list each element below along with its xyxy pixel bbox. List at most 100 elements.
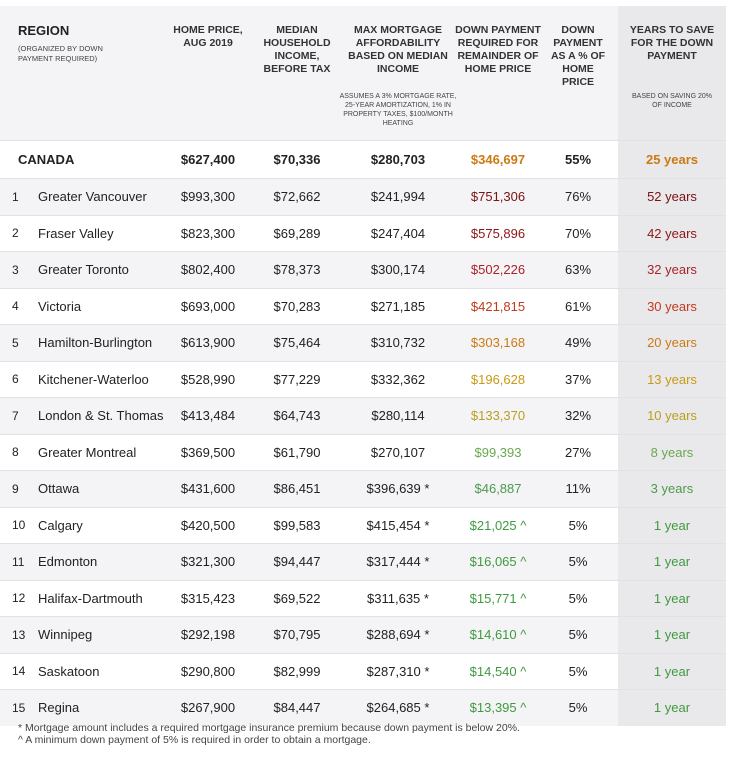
- median-income: $78,373: [273, 262, 321, 278]
- table-row: 4 Victoria $693,000 $70,283 $271,185 $421,815…: [0, 287, 726, 324]
- region-heading: REGION: [18, 23, 70, 38]
- home-price: $292,198: [180, 627, 236, 643]
- table-row: 2 Fraser Valley $823,300 $69,289 $247,404 $57…: [0, 214, 726, 251]
- years-column-shade: [618, 252, 726, 288]
- region-rank: 7: [12, 408, 19, 423]
- home-price: $693,000: [180, 298, 236, 314]
- footnotes: * Mortgage amount includes a required mo…: [18, 722, 520, 746]
- max-mortgage: $287,310 *: [366, 663, 430, 679]
- region-rank: 15: [12, 700, 26, 715]
- median-income: $75,464: [273, 335, 321, 351]
- max-mortgage: $317,444 *: [366, 554, 430, 570]
- years-column-shade: [618, 471, 726, 507]
- region-name: Halifax-Dartmouth: [38, 590, 143, 606]
- years-to-save: 1 year: [653, 663, 691, 679]
- down-percent: 27%: [564, 444, 592, 460]
- years-column-shade: [618, 179, 726, 215]
- region-rank: 6: [12, 372, 19, 387]
- down-payment-footnote: ^ A minimum down payment of 5% is requir…: [18, 734, 371, 746]
- median-income: $72,662: [273, 189, 321, 205]
- table-row: 1 Greater Vancouver $993,300 $72,662 $241,99…: [0, 178, 726, 215]
- mortgage-heading: MAX MORTGAGE AFFORDABILITY BASED ON MEDI…: [348, 24, 448, 75]
- years-column-shade: [618, 215, 726, 251]
- region-rank: 9: [12, 481, 19, 496]
- years-to-save: 42 years: [647, 225, 697, 241]
- table-row: 9 Ottawa $431,600 $86,451 $396,639 * $46,887 1…: [0, 470, 726, 507]
- down-payment: $21,025 ^: [469, 517, 527, 533]
- mortgage-assumptions-note: ASSUMES A 3% MORTGAGE RATE, 25-YEAR AMOR…: [339, 93, 457, 127]
- years-to-save: 20 years: [647, 335, 697, 351]
- table-row: 11 Edmonton $321,300 $94,447 $317,444 * $16,0…: [0, 543, 726, 580]
- region-name: Hamilton-Burlington: [38, 335, 153, 351]
- down-percent: 5%: [568, 700, 588, 716]
- max-mortgage: $247,404: [370, 225, 426, 241]
- years-to-save: 1 year: [653, 700, 691, 716]
- mortgage-footnote: * Mortgage amount includes a required mo…: [18, 722, 520, 734]
- median-income: $70,283: [273, 298, 321, 314]
- years-heading: YEARS TO SAVE FOR THE DOWN PAYMENT: [629, 24, 715, 62]
- down-payment: $421,815: [470, 298, 526, 314]
- max-mortgage: $332,362: [370, 371, 426, 387]
- max-mortgage: $396,639 *: [366, 481, 430, 497]
- max-mortgage: $264,685 *: [366, 700, 430, 716]
- years-to-save: 10 years: [647, 408, 697, 424]
- max-mortgage: $310,732: [370, 335, 426, 351]
- median-income: $77,229: [273, 371, 321, 387]
- income-heading: MEDIAN HOUSEHOLD INCOME, BEFORE TAX: [263, 24, 331, 75]
- down-percent: 63%: [564, 262, 592, 278]
- region-rank: 4: [12, 299, 19, 314]
- years-column-shade: [618, 544, 726, 580]
- region-rank: 12: [12, 591, 26, 606]
- table-row: 5 Hamilton-Burlington $613,900 $75,464 $310,…: [0, 324, 726, 361]
- down-percent: 32%: [564, 408, 592, 424]
- median-income: $86,451: [273, 481, 321, 497]
- table-header: REGION (ORGANIZED BY DOWN PAYMENT REQUIR…: [0, 6, 726, 140]
- region-name: Regina: [38, 700, 80, 716]
- home-price: $369,500: [180, 444, 236, 460]
- region-name: Fraser Valley: [38, 225, 114, 241]
- region-rank: 14: [12, 664, 26, 679]
- max-mortgage: $280,703: [370, 152, 426, 167]
- years-to-save: 1 year: [653, 554, 691, 570]
- home-price: $290,800: [180, 663, 236, 679]
- years-column-shade: [618, 398, 726, 434]
- home-price: $267,900: [180, 700, 236, 716]
- max-mortgage: $271,185: [370, 298, 426, 314]
- affordability-table: REGION (ORGANIZED BY DOWN PAYMENT REQUIR…: [0, 6, 726, 726]
- median-income: $99,583: [273, 517, 321, 533]
- down-percent: 49%: [564, 335, 592, 351]
- region-subheading: (ORGANIZED BY DOWN PAYMENT REQUIRED): [18, 44, 103, 63]
- down-payment: $13,395 ^: [469, 700, 527, 716]
- region-name: Ottawa: [38, 481, 80, 497]
- down-payment: $196,628: [470, 371, 526, 387]
- home-price-heading: HOME PRICE, AUG 2019: [173, 24, 243, 49]
- max-mortgage: $415,454 *: [366, 517, 430, 533]
- region-rank: 8: [12, 445, 19, 460]
- region-name: Kitchener-Waterloo: [38, 371, 149, 387]
- years-to-save: 3 years: [650, 481, 694, 497]
- table-row: 12 Halifax-Dartmouth $315,423 $69,522 $311,6…: [0, 579, 726, 616]
- years-column-shade: [618, 141, 726, 178]
- down-percent: 5%: [568, 554, 588, 570]
- years-column-shade: [618, 325, 726, 361]
- region-rank: 3: [12, 262, 19, 277]
- down-percent: 76%: [564, 189, 592, 205]
- home-price: $315,423: [180, 590, 236, 606]
- years-column-shade: [618, 361, 726, 397]
- region-rank: 13: [12, 627, 26, 642]
- down-payment: $303,168: [470, 335, 526, 351]
- down-payment: $575,896: [470, 225, 526, 241]
- median-income: $61,790: [273, 444, 321, 460]
- years-to-save: 30 years: [647, 298, 697, 314]
- region-rank: 1: [12, 189, 19, 204]
- down-percent: 5%: [568, 517, 588, 533]
- down-payment: $16,065 ^: [469, 554, 527, 570]
- down-percent: 70%: [564, 225, 592, 241]
- table-row: 14 Saskatoon $290,800 $82,999 $287,310 * $14,…: [0, 652, 726, 689]
- region-name: London & St. Thomas: [38, 408, 164, 424]
- home-price: $823,300: [180, 225, 236, 241]
- region-name: CANADA: [18, 152, 75, 167]
- median-income: $69,522: [273, 590, 321, 606]
- down-payment-heading: DOWN PAYMENT REQUIRED FOR REMAINDER OF H…: [455, 24, 541, 75]
- region-rank: 2: [12, 226, 19, 241]
